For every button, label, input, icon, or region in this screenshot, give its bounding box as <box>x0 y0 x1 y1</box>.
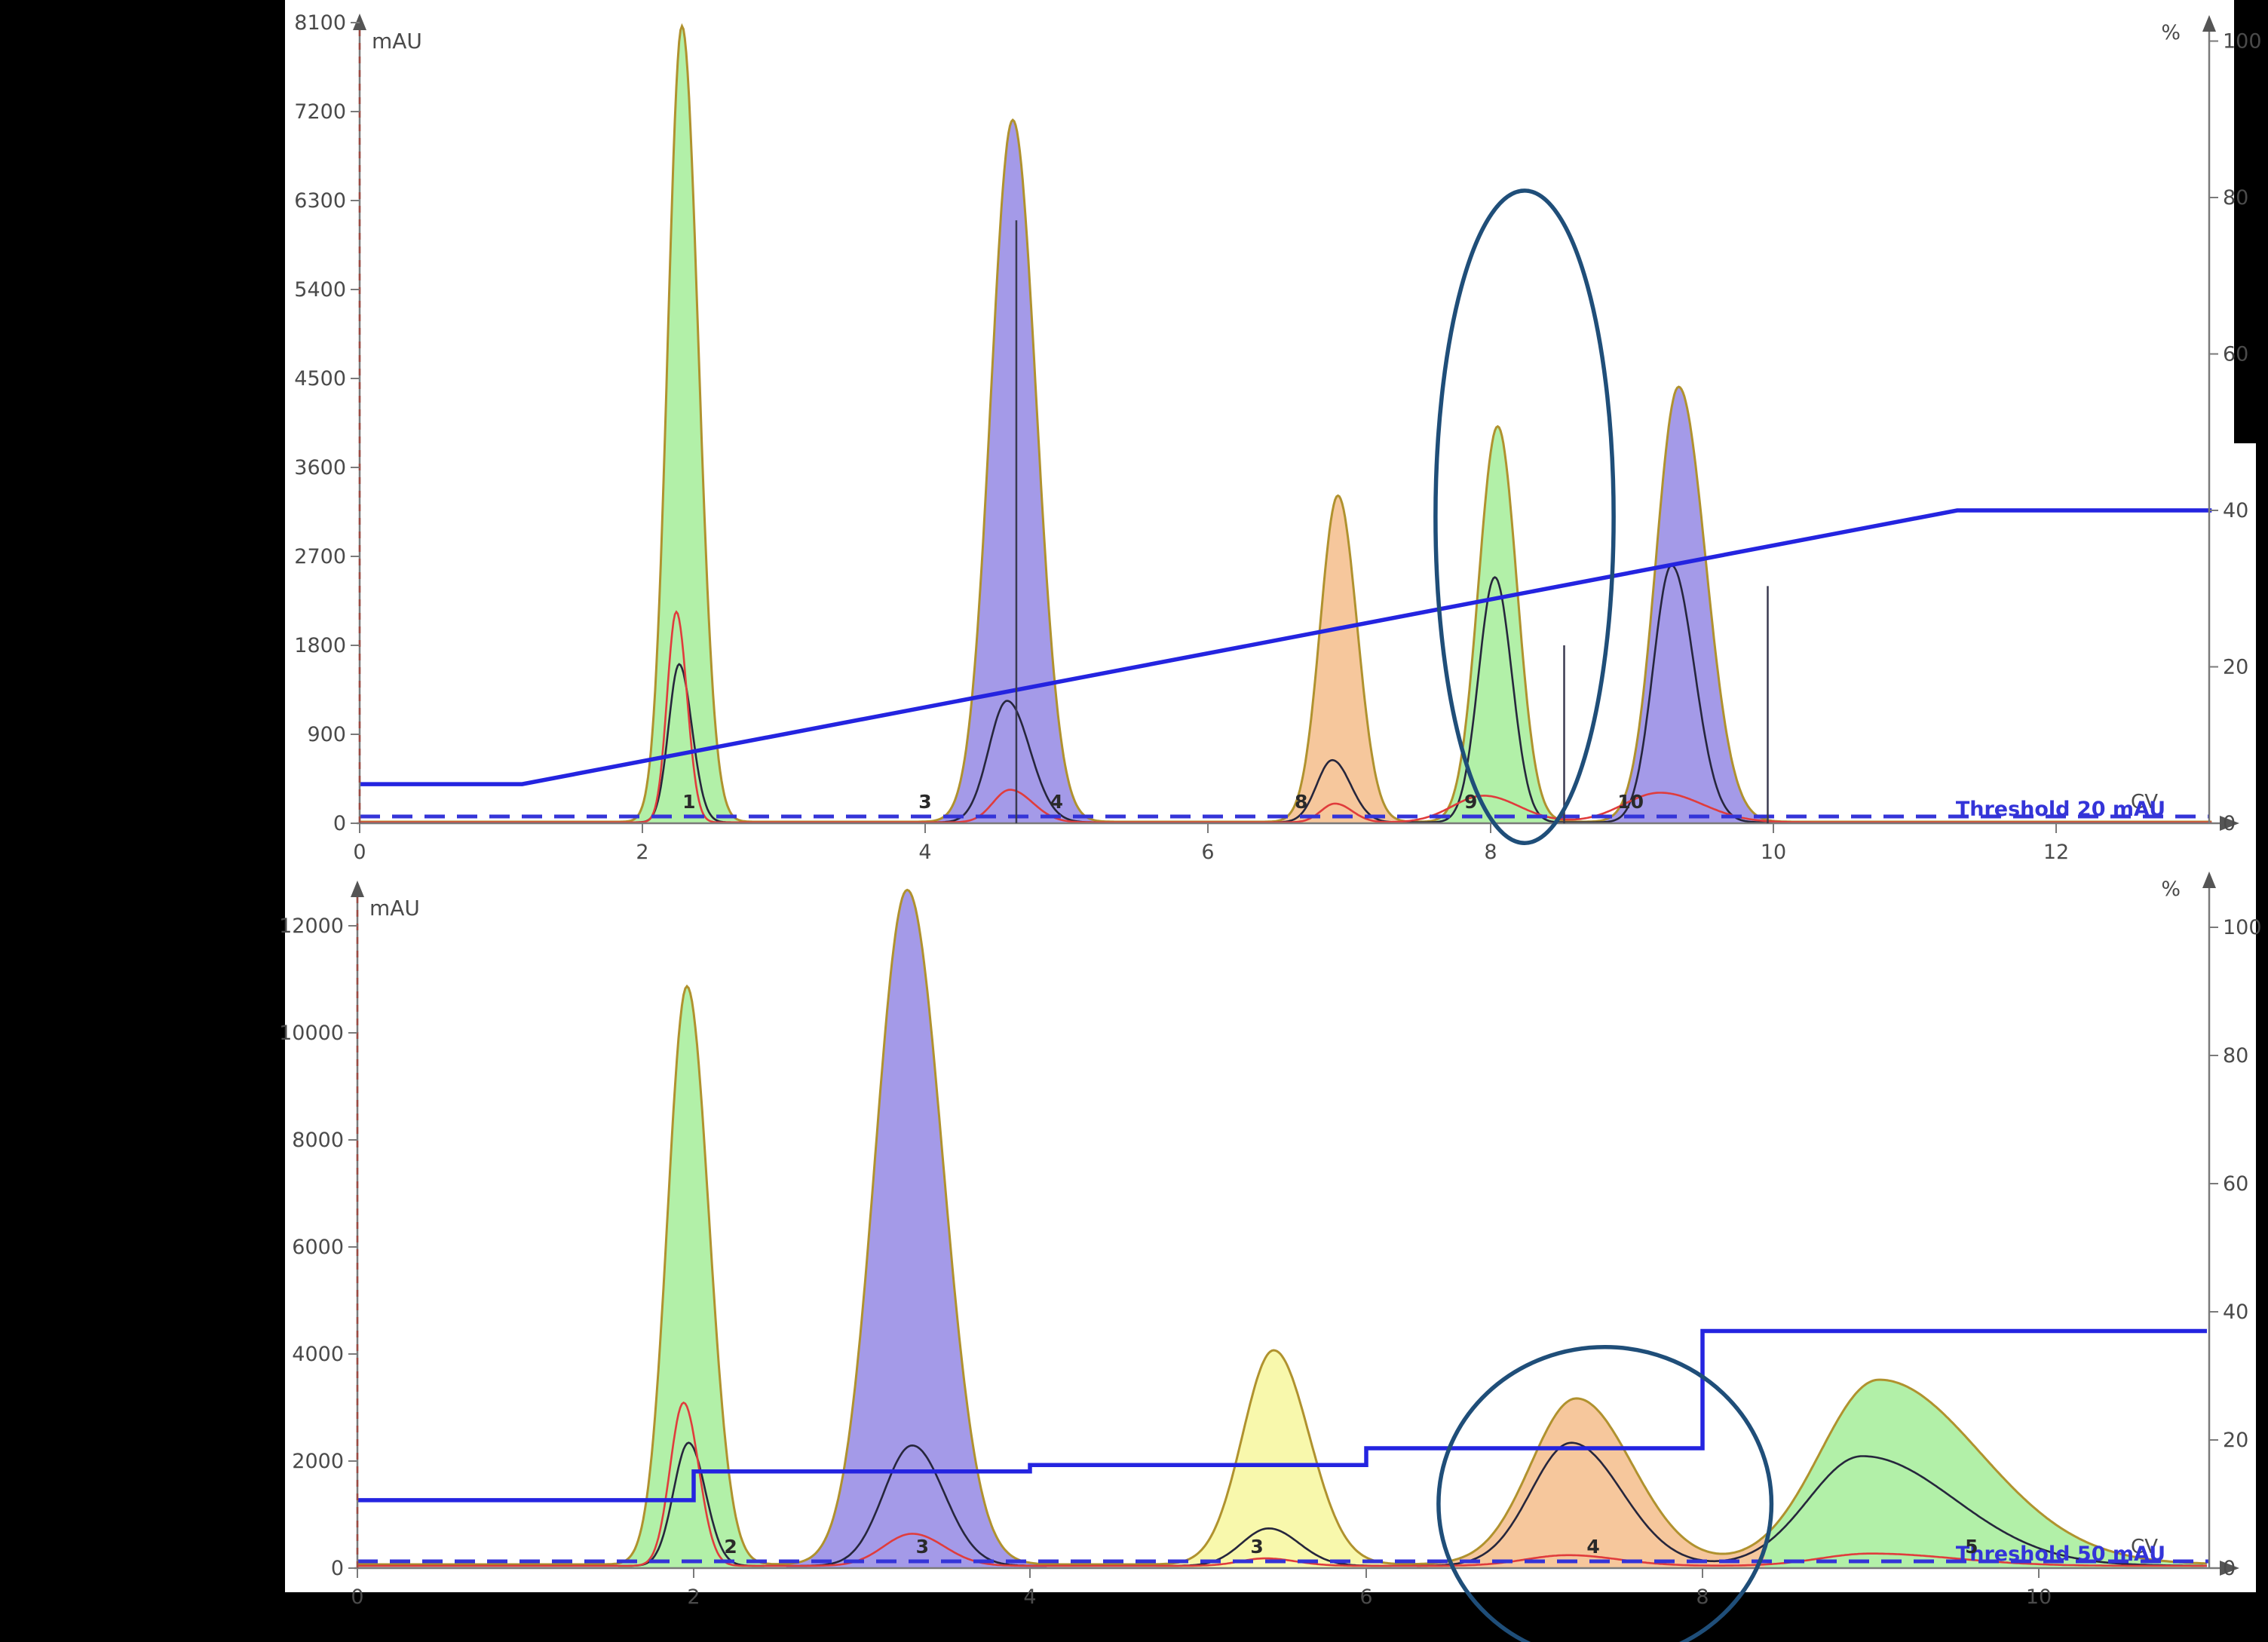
right-tick-label: 20 <box>2223 656 2248 679</box>
right-tick-label: 0 <box>2223 812 2236 835</box>
annotation-ellipse <box>1436 1345 1774 1642</box>
y-tick-label: 8000 <box>292 1129 344 1152</box>
y-axis-arrow <box>351 881 364 897</box>
top-right-black-notch <box>2234 0 2268 443</box>
x-tick-label: 4 <box>918 841 931 864</box>
top-chromatogram: 0 2 4 6 8 10 12CV09001800270036004500540063007… <box>294 11 2261 864</box>
x-tick-label: 6 <box>1201 841 1214 864</box>
peak-number-label: 3 <box>1250 1536 1263 1558</box>
right-tick-label: 60 <box>2223 1172 2248 1196</box>
right-tick-label: 100 <box>2223 916 2262 939</box>
x-axis-arrow <box>2220 1561 2239 1576</box>
right-axis-unit-label: % <box>2161 878 2181 901</box>
x-tick-label: 10 <box>2026 1585 2052 1609</box>
y-tick-label: 0 <box>333 812 346 835</box>
right-tick-label: 80 <box>2223 186 2248 210</box>
right-tick-label: 0 <box>2223 1557 2236 1580</box>
threshold-label: Threshold 50 mAU <box>1956 1542 2165 1566</box>
white-panel <box>285 0 2256 1592</box>
gradient-line <box>357 1328 2207 1503</box>
right-tick-label: 40 <box>2223 1300 2248 1324</box>
x-axis-arrow <box>2220 816 2239 831</box>
peak-number-label: 5 <box>1965 1536 1978 1558</box>
x-tick-label: 12 <box>2043 841 2069 864</box>
blue-peak-fill <box>786 890 1047 1568</box>
y-tick-label: 4000 <box>292 1343 344 1366</box>
bottom-chromatogram: 0 2 4 6 8 10 CV 0 2000 4000 6000 8000 10000 12000 mAU 0… <box>279 872 2262 1642</box>
right-tick-label: 80 <box>2223 1044 2248 1068</box>
y-tick-label: 8100 <box>294 11 346 35</box>
x-tick-label: 0 <box>353 841 366 864</box>
right-tick-label: 20 <box>2223 1429 2248 1452</box>
peak-number-label: 3 <box>916 1536 929 1558</box>
y-axis-unit-label: mAU <box>372 29 422 54</box>
y-tick-label: 1800 <box>294 634 346 657</box>
x-tick-label: 4 <box>1023 1585 1036 1609</box>
threshold-label: Threshold 20 mAU <box>1956 798 2165 821</box>
peak-number-label: 8 <box>1295 791 1307 813</box>
x-tick-label: 8 <box>1484 841 1497 864</box>
x-tick-label: 0 <box>351 1585 363 1609</box>
x-tick-label: 2 <box>687 1585 700 1609</box>
y-tick-label: 3600 <box>294 456 346 479</box>
gradient-line <box>360 508 2212 786</box>
x-tick-label: 10 <box>1761 841 1786 864</box>
y-tick-label: 900 <box>307 723 346 746</box>
y-tick-label: 2000 <box>292 1450 344 1473</box>
peak-number-label: 4 <box>1050 791 1063 813</box>
right-axis-unit-label: % <box>2161 21 2181 44</box>
x-tick-label: 8 <box>1696 1585 1709 1609</box>
uv-envelope-curve <box>357 888 2208 1566</box>
y-axis-right-arrow <box>2202 15 2216 32</box>
uv-black-curve <box>357 1441 2207 1567</box>
y-tick-label: 6000 <box>292 1236 344 1259</box>
right-tick-label: 40 <box>2223 499 2248 522</box>
y-tick-label: 2700 <box>294 545 346 568</box>
y-tick-label: 6300 <box>294 189 346 213</box>
peak-number-label: 4 <box>1586 1536 1599 1558</box>
y-tick-label: 0 <box>331 1557 344 1580</box>
y-axis-right-arrow <box>2202 872 2216 888</box>
green-peak-2-fill <box>1764 1380 2204 1568</box>
orange-peak-fill <box>1416 1398 1765 1568</box>
peak-number-label: 9 <box>1464 791 1477 813</box>
peak-number-label: 1 <box>682 791 695 813</box>
peak-number-label: 10 <box>1617 791 1644 813</box>
y-tick-label: 5400 <box>294 278 346 302</box>
orange-peak-fill <box>1236 495 1434 823</box>
y-tick-label: 7200 <box>294 100 346 124</box>
y-axis-unit-label: mAU <box>369 896 420 921</box>
right-tick-label: 60 <box>2223 343 2248 366</box>
y-tick-label: 4500 <box>294 367 346 391</box>
x-tick-label: 6 <box>1359 1585 1372 1609</box>
x-axis-unit-label: CV <box>2131 791 2158 813</box>
peak-number-label: 2 <box>724 1536 737 1558</box>
peak-number-label: 3 <box>918 791 931 813</box>
blue-peak-2-fill <box>1564 387 1768 823</box>
right-tick-label: 100 <box>2223 30 2262 54</box>
x-axis-unit-label: CV <box>2131 1536 2158 1558</box>
y-tick-label: 10000 <box>279 1022 344 1045</box>
y-tick-label: 12000 <box>279 914 344 938</box>
x-tick-label: 2 <box>636 841 648 864</box>
green-peak-1-fill <box>611 26 755 824</box>
annotation-ellipse <box>1433 188 1616 845</box>
